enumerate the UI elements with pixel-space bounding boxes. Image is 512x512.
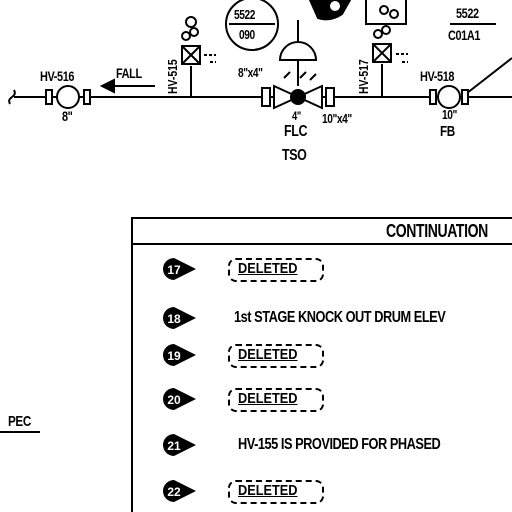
valve-hv518 — [429, 85, 469, 109]
tag-hv515: HV-515 — [165, 59, 180, 94]
deleted-cloud-17 — [228, 258, 324, 282]
ref-suffix: C01A1 — [448, 27, 481, 43]
ref-number: 5522 — [456, 5, 479, 21]
valve-hv515 — [181, 16, 216, 97]
label-flc: FLC — [284, 123, 308, 140]
label-tso: TSO — [282, 147, 307, 164]
ref-box — [365, 0, 407, 25]
branch-line — [461, 57, 512, 98]
note-number-21: 21 — [167, 439, 181, 453]
label-control-size: 4" — [292, 109, 301, 123]
label-size-8: 8" — [62, 108, 73, 124]
control-valve — [261, 20, 335, 110]
tag-hv516: HV-516 — [40, 68, 75, 84]
valve-hv517 — [372, 25, 408, 97]
note-bubble-18 — [163, 307, 196, 329]
note-text-21: HV-155 IS PROVIDED FOR PHASED — [238, 436, 441, 453]
label-pec: PEC — [8, 413, 31, 430]
note-bubble-17 — [163, 258, 196, 280]
instrument-bubble — [225, 0, 279, 51]
label-fb: FB — [440, 123, 455, 140]
deleted-cloud-19 — [228, 344, 324, 368]
break-symbol — [8, 89, 16, 105]
instrument-suffix: 090 — [239, 27, 255, 42]
valve-hv516 — [45, 85, 91, 109]
notes-table-header: CONTINUATION — [386, 221, 488, 241]
note-text-22: DELETED — [238, 482, 298, 499]
pointer-shape — [308, 0, 352, 21]
note-bubble-19 — [163, 344, 196, 366]
instrument-number: 5522 — [234, 7, 255, 22]
notes-table-frame — [131, 217, 512, 512]
note-text-18: 1st STAGE KNOCK OUT DRUM ELEV — [234, 309, 446, 326]
note-number-22: 22 — [167, 485, 181, 499]
label-reducer-right: 10"x4" — [322, 111, 352, 126]
tag-hv517: HV-517 — [356, 59, 371, 94]
note-bubble-20 — [163, 388, 196, 410]
note-number-19: 19 — [167, 349, 181, 363]
label-size-10: 10" — [442, 107, 457, 122]
note-number-17: 17 — [167, 263, 181, 277]
label-reducer-left: 8"x4" — [238, 65, 263, 80]
deleted-cloud-20 — [228, 388, 324, 412]
label-fall: FALL — [116, 65, 142, 81]
fall-arrow — [99, 78, 155, 94]
deleted-cloud-22 — [228, 480, 324, 504]
note-bubble-21 — [163, 434, 196, 456]
note-number-18: 18 — [167, 312, 181, 326]
note-number-20: 20 — [167, 393, 181, 407]
tag-hv518: HV-518 — [420, 68, 455, 84]
note-text-17: DELETED — [238, 260, 298, 277]
note-text-20: DELETED — [238, 390, 298, 407]
note-text-19: DELETED — [238, 346, 298, 363]
note-bubble-22 — [163, 480, 196, 502]
